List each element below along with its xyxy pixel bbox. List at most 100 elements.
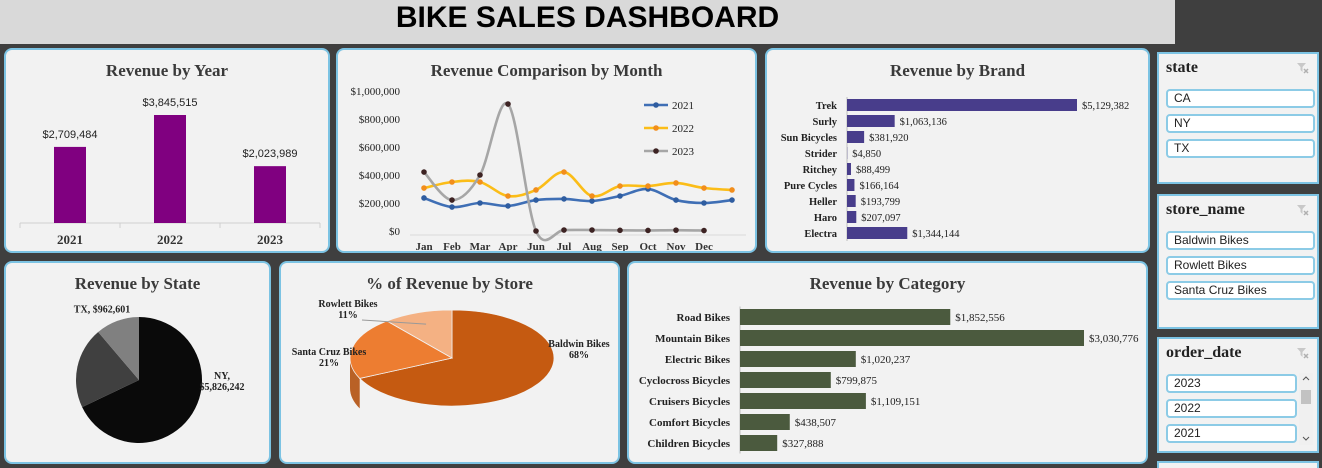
- y-tick-label: Surly: [812, 117, 837, 128]
- value-label: TX, $962,601: [73, 304, 131, 316]
- bar: [254, 166, 286, 223]
- y-tick-label: $0: [389, 226, 401, 238]
- clear-filter-icon[interactable]: [1297, 62, 1309, 74]
- slicer-item[interactable]: Rowlett Bikes: [1166, 256, 1315, 275]
- data-label: $2,023,989: [242, 148, 297, 160]
- pie-slice: [386, 309, 453, 359]
- y-tick-label: $800,000: [359, 114, 401, 126]
- chart: Revenue by State: [75, 274, 202, 443]
- legend-label: 2023: [672, 146, 695, 158]
- x-tick-label: 2022: [157, 232, 183, 247]
- bar: [54, 146, 86, 223]
- data-label: $2,709,484: [42, 129, 97, 141]
- chart: % of Revenue by Store: [349, 274, 555, 409]
- slicer-item[interactable]: TX: [1166, 139, 1315, 158]
- line: [423, 102, 705, 242]
- marker: [617, 183, 623, 189]
- slicer: store_name Baldwin Bikes Rowlett Bikes Sant…: [1157, 194, 1319, 329]
- pie-slice: [358, 309, 555, 407]
- chart: Revenue Comparison by Month $0 $200,000 $40…: [351, 61, 746, 251]
- y-tick-label: Pure Cycles: [784, 181, 837, 192]
- slicer-title: store_name: [1166, 201, 1245, 218]
- bar: [847, 179, 855, 191]
- slicer: [1157, 461, 1319, 468]
- y-tick-label: Electra: [804, 229, 837, 240]
- bar: [847, 99, 1077, 111]
- bar: [847, 195, 856, 207]
- pie-side: [350, 358, 360, 409]
- chart: Revenue by Category Road Bikes $1,852,556 M…: [639, 274, 1139, 454]
- marker: [673, 227, 679, 233]
- data-label: $1,109,151: [871, 396, 921, 408]
- chart: Revenue by Year $2,709,484 2021 $3,845,515 2…: [19, 61, 321, 247]
- y-tick-label: $600,000: [359, 142, 401, 154]
- chart-title: Revenue Comparison by Month: [431, 61, 663, 80]
- slicer-item[interactable]: 2022: [1166, 399, 1297, 418]
- bar: [740, 330, 1084, 346]
- category-label: Santa Cruz Bikes: [291, 347, 367, 358]
- marker: [645, 227, 651, 234]
- slicer-item[interactable]: CA: [1166, 89, 1315, 108]
- marker: [701, 185, 707, 191]
- data-label: $3,030,776: [1089, 333, 1139, 345]
- y-tick-label: $400,000: [359, 170, 401, 182]
- legend-label: 2022: [672, 123, 694, 135]
- clear-filter-icon[interactable]: [1297, 204, 1309, 216]
- x-tick-label: 2023: [257, 232, 284, 247]
- y-tick-label: Ritchey: [803, 165, 838, 176]
- x-tick-label: Sep: [611, 241, 628, 251]
- y-tick-label: Cruisers Bicycles: [649, 396, 731, 408]
- legend-marker: [653, 102, 659, 108]
- chart-panel: Revenue by Year $2,709,484 2021 $3,845,515 2…: [4, 48, 330, 253]
- x-tick-label: Oct: [639, 241, 656, 251]
- data-label: $5,129,382: [1082, 101, 1129, 112]
- category-label: Baldwin Bikes: [548, 339, 610, 350]
- marker: [449, 197, 455, 203]
- marker: [673, 197, 679, 203]
- leader-line: [361, 319, 427, 325]
- y-tick-label: Cyclocross Bicycles: [639, 375, 731, 387]
- x-tick-label: Jun: [527, 241, 545, 251]
- scrollbar-art[interactable]: [1299, 373, 1313, 445]
- pie-slice: [98, 317, 139, 380]
- legend-label: 2021: [672, 100, 694, 112]
- data-label: Baldwin Bikes 68%: [539, 339, 618, 361]
- marker: [589, 198, 595, 204]
- slicer: order_date 2023 2022 2021: [1157, 337, 1319, 453]
- data-label: $1,344,144: [912, 229, 960, 240]
- data-label: TX, $962,601: [72, 305, 132, 316]
- slicer-item[interactable]: 2023: [1166, 374, 1297, 393]
- marker: [701, 227, 707, 234]
- slicer-item[interactable]: Baldwin Bikes: [1166, 231, 1315, 250]
- marker: [729, 197, 735, 203]
- bar: [154, 115, 186, 223]
- marker: [533, 197, 539, 203]
- pie-slice: [82, 317, 202, 443]
- dashboard-title: BIKE SALES DASHBOARD: [0, 0, 1175, 44]
- slicer-item[interactable]: Santa Cruz Bikes: [1166, 281, 1315, 300]
- slicer-title: order_date: [1166, 344, 1242, 361]
- pie-slice: [76, 332, 139, 408]
- slicer-title: state: [1166, 59, 1198, 76]
- scrollbar: [1299, 373, 1313, 445]
- marker: [505, 203, 511, 209]
- slicer-item[interactable]: NY: [1166, 114, 1315, 133]
- legend-marker: [653, 148, 659, 154]
- y-tick-label: Sun Bicycles: [781, 133, 837, 144]
- y-tick-label: Trek: [816, 101, 837, 112]
- data-label: $207,097: [861, 213, 900, 224]
- x-tick-label: Aug: [582, 241, 602, 251]
- chart-panel: % of Revenue by Store Baldwin Bikes 68% San…: [279, 261, 620, 464]
- marker: [533, 187, 539, 193]
- y-tick-label: Heller: [809, 197, 837, 208]
- marker: [421, 169, 427, 175]
- y-tick-label: Mountain Bikes: [655, 333, 731, 345]
- marker: [617, 227, 623, 234]
- clear-filter-icon[interactable]: [1297, 347, 1309, 359]
- chart-panel: Revenue Comparison by Month $0 $200,000 $40…: [336, 48, 757, 253]
- marker: [421, 185, 427, 191]
- marker: [645, 183, 651, 189]
- slicer-item[interactable]: 2021: [1166, 424, 1297, 443]
- marker: [449, 179, 455, 185]
